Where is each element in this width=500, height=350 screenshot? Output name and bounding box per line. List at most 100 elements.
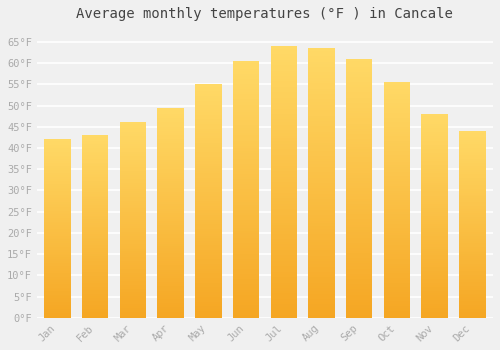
Bar — [158, 228, 184, 230]
Bar — [422, 253, 448, 255]
Bar — [308, 269, 334, 272]
Bar — [346, 92, 372, 95]
Bar — [384, 186, 410, 188]
Bar — [44, 168, 70, 170]
Bar — [120, 224, 146, 226]
Bar — [82, 301, 108, 303]
Bar — [270, 301, 297, 304]
Bar — [308, 261, 334, 264]
Bar — [82, 239, 108, 241]
Bar — [120, 136, 146, 138]
Bar — [459, 237, 485, 239]
Bar — [459, 269, 485, 271]
Bar — [270, 65, 297, 68]
Bar — [346, 103, 372, 105]
Bar — [195, 257, 222, 259]
Bar — [346, 181, 372, 183]
Bar — [308, 145, 334, 148]
Bar — [308, 148, 334, 150]
Bar — [158, 219, 184, 221]
Bar — [158, 160, 184, 162]
Bar — [195, 89, 222, 91]
Bar — [158, 190, 184, 192]
Bar — [120, 310, 146, 312]
Bar — [459, 152, 485, 153]
Bar — [195, 142, 222, 145]
Bar — [384, 117, 410, 120]
Bar — [459, 144, 485, 146]
Bar — [422, 130, 448, 132]
Bar — [233, 163, 260, 166]
Bar — [44, 284, 70, 286]
Bar — [44, 198, 70, 200]
Bar — [158, 274, 184, 276]
Bar — [422, 314, 448, 316]
Bar — [158, 284, 184, 286]
Bar — [270, 241, 297, 244]
Bar — [384, 289, 410, 292]
Bar — [384, 89, 410, 92]
Bar — [346, 98, 372, 100]
Bar — [459, 159, 485, 161]
Bar — [158, 118, 184, 120]
Bar — [422, 257, 448, 259]
Bar — [82, 300, 108, 301]
Bar — [459, 180, 485, 181]
Bar — [195, 154, 222, 157]
Bar — [384, 141, 410, 144]
Bar — [195, 255, 222, 257]
Bar — [422, 254, 448, 257]
Bar — [44, 243, 70, 245]
Bar — [195, 199, 222, 201]
Bar — [308, 186, 334, 188]
Bar — [120, 265, 146, 267]
Bar — [233, 69, 260, 71]
Bar — [233, 102, 260, 105]
Bar — [422, 148, 448, 151]
Bar — [195, 173, 222, 175]
Bar — [422, 195, 448, 198]
Bar — [120, 124, 146, 126]
Bar — [270, 253, 297, 256]
Bar — [346, 79, 372, 82]
Bar — [82, 305, 108, 307]
Bar — [384, 257, 410, 259]
Bar — [158, 168, 184, 171]
Bar — [308, 207, 334, 210]
Bar — [44, 248, 70, 250]
Bar — [82, 252, 108, 254]
Bar — [120, 146, 146, 148]
Bar — [195, 273, 222, 276]
Bar — [44, 256, 70, 257]
Bar — [158, 137, 184, 139]
Bar — [44, 262, 70, 264]
Bar — [346, 108, 372, 111]
Bar — [459, 308, 485, 310]
Bar — [308, 164, 334, 167]
Bar — [422, 161, 448, 163]
Bar — [346, 266, 372, 269]
Bar — [459, 236, 485, 238]
Bar — [270, 261, 297, 264]
Bar — [158, 133, 184, 135]
Bar — [270, 288, 297, 291]
Bar — [270, 217, 297, 220]
Bar — [384, 306, 410, 308]
Bar — [422, 185, 448, 187]
Bar — [44, 261, 70, 262]
Bar — [422, 293, 448, 295]
Bar — [308, 218, 334, 221]
Bar — [459, 213, 485, 215]
Bar — [82, 183, 108, 184]
Bar — [422, 142, 448, 145]
Bar — [233, 246, 260, 248]
Bar — [44, 214, 70, 216]
Bar — [308, 253, 334, 256]
Bar — [120, 304, 146, 306]
Bar — [120, 171, 146, 173]
Bar — [346, 124, 372, 126]
Bar — [270, 84, 297, 87]
Bar — [44, 280, 70, 282]
Bar — [233, 89, 260, 92]
Bar — [82, 150, 108, 152]
